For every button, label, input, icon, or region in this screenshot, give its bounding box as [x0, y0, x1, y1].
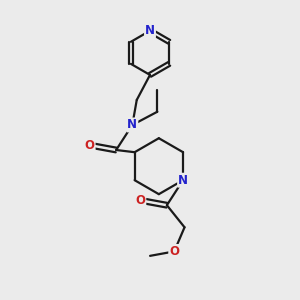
- Text: N: N: [127, 118, 137, 131]
- Text: O: O: [169, 245, 179, 258]
- Text: O: O: [85, 139, 94, 152]
- Text: O: O: [135, 194, 146, 207]
- Text: N: N: [145, 24, 155, 37]
- Text: N: N: [178, 174, 188, 187]
